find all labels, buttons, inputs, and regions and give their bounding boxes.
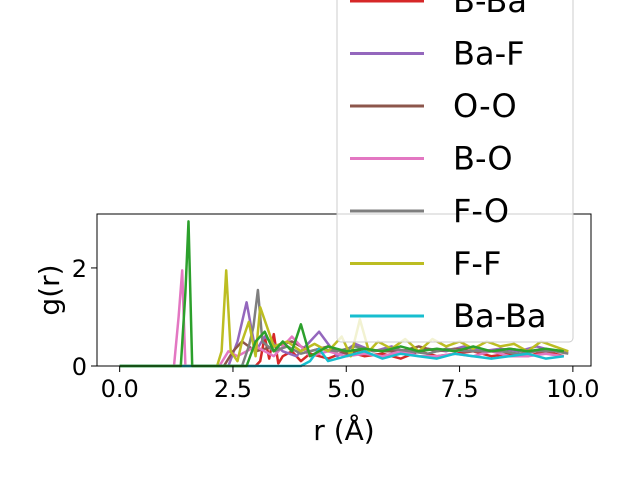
legend-label-ba-f: Ba-F [453, 35, 525, 73]
y-tick-label: 0 [72, 353, 87, 381]
y-tick-label: 2 [72, 255, 87, 283]
legend-label-f-f: F-F [453, 245, 501, 283]
legend-label-b-ba: B-Ba [453, 0, 527, 20]
legend-label-o-o: O-O [453, 87, 517, 125]
x-tick-label: 5.0 [327, 375, 365, 403]
legend-label-ba-ba: Ba-Ba [453, 297, 547, 335]
x-tick-label: 10.0 [546, 375, 599, 403]
legend-label-f-o: F-O [453, 192, 509, 230]
x-tick-label: 7.5 [440, 375, 478, 403]
x-axis-label: r (Å) [313, 413, 374, 447]
x-tick-label: 2.5 [214, 375, 252, 403]
legend-box [336, 0, 574, 343]
tick-layer: 0.0 2.5 5.0 7.5 10.0 0 2 [72, 255, 600, 403]
legend-label-b-o: B-O [453, 140, 513, 178]
x-tick-label: 0.0 [101, 375, 139, 403]
y-axis-label: g(r) [33, 264, 66, 315]
legend: B-Ba Ba-F O-O B-O F-O F-F Ba-Ba [336, 0, 574, 343]
